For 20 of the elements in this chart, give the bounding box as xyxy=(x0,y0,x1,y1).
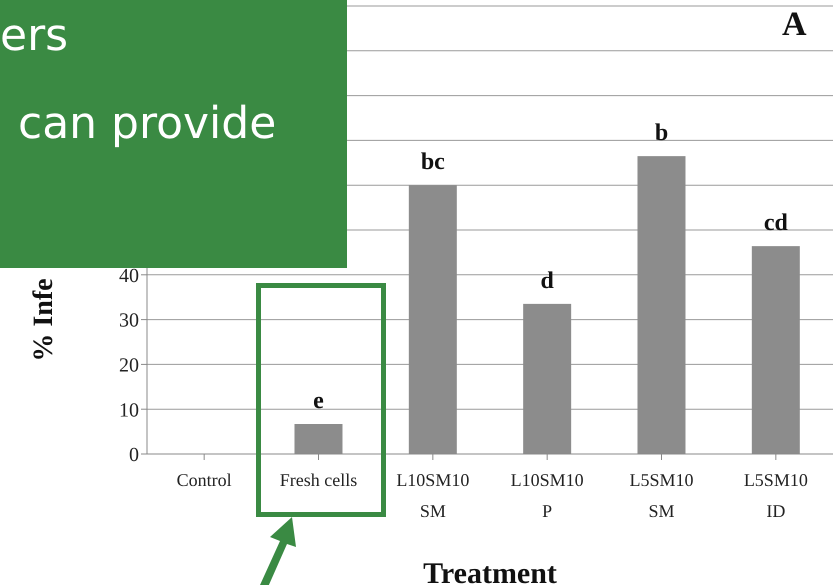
annotation: b xyxy=(654,120,668,146)
annotation: d xyxy=(540,268,554,294)
x-tick-label: Control xyxy=(176,470,232,490)
x-tick-label: L10SM10 P xyxy=(510,470,584,521)
y-axis-title: % Infe xyxy=(28,278,59,362)
y-tick-label: 0 xyxy=(129,444,139,466)
annotation: can provide xyxy=(18,97,276,151)
x-axis-title: Treatment xyxy=(423,557,557,585)
annotation: cd xyxy=(764,210,788,236)
x-tick-label: L5SM10 ID xyxy=(744,470,808,521)
y-tick-label: 10 xyxy=(119,399,139,422)
x-tick-label: L5SM10 SM xyxy=(629,470,694,521)
x-tick-label: L10SM10 SM xyxy=(396,470,470,521)
annotation: bc xyxy=(420,149,446,176)
caption-box: ers can provide xyxy=(0,0,347,268)
x-tick-label: Fresh cells xyxy=(280,470,358,490)
annotation: e xyxy=(313,388,324,414)
y-tick-label: 20 xyxy=(119,354,139,376)
y-tick-label: 30 xyxy=(119,310,139,332)
annotation: A xyxy=(782,6,807,44)
